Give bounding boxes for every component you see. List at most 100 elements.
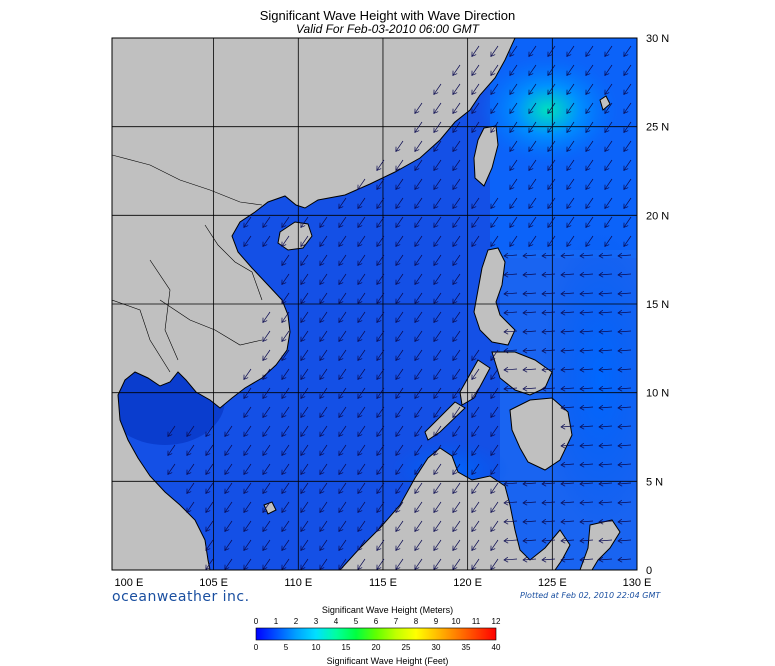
wave-arrow <box>243 425 252 437</box>
longitude-labels: 100 E 105 E 110 E 115 E 120 E 125 E 130 E <box>115 577 652 589</box>
wave-arrow <box>433 102 442 114</box>
wave-arrow <box>414 425 423 437</box>
wave-arrow <box>579 309 594 316</box>
wave-arrow <box>490 482 499 494</box>
wave-arrow <box>300 520 309 532</box>
wave-arrow <box>338 311 347 323</box>
wave-arrow <box>617 328 632 335</box>
luzon-island <box>473 247 516 346</box>
wave-arrow <box>547 83 556 95</box>
wave-arrow <box>376 273 385 285</box>
longitude-label: 115 E <box>369 577 397 589</box>
wave-arrow <box>433 235 442 247</box>
wave-arrow <box>414 216 423 228</box>
wave-arrow <box>528 83 537 95</box>
wave-arrow <box>338 425 347 437</box>
wave-arrow <box>167 425 176 437</box>
wave-arrow <box>617 556 632 563</box>
plot-frame <box>111 37 638 571</box>
wave-arrow <box>243 444 252 456</box>
wave-arrow <box>566 140 575 152</box>
wave-arrow <box>338 197 347 209</box>
wave-arrow <box>433 330 442 342</box>
wave-arrow <box>452 292 461 304</box>
wave-arrow <box>560 404 575 411</box>
wave-arrow <box>300 292 309 304</box>
wave-arrow <box>598 537 613 544</box>
wave-arrow <box>281 235 290 247</box>
wave-arrow <box>503 252 518 259</box>
wave-arrow <box>490 64 499 76</box>
wave-arrow <box>357 368 366 380</box>
wave-arrow <box>319 311 328 323</box>
wave-arrow <box>503 537 518 544</box>
colorbar-feet-tick: 35 <box>462 643 471 652</box>
wave-arrow <box>300 368 309 380</box>
wave-arrow <box>598 309 613 316</box>
wave-arrow <box>490 501 499 513</box>
wave-arrow <box>376 197 385 209</box>
wave-arrow <box>395 349 404 361</box>
wave-arrow <box>167 444 176 456</box>
wave-arrow <box>623 121 632 133</box>
wave-arrow <box>262 444 271 456</box>
wave-arrow <box>186 425 195 437</box>
wave-arrow <box>509 140 518 152</box>
wave-arrow <box>300 235 309 247</box>
wave-arrow <box>528 64 537 76</box>
wave-arrow <box>319 330 328 342</box>
graticule <box>112 38 637 570</box>
wave-arrow <box>243 558 252 570</box>
wave-arrow <box>585 159 594 171</box>
wave-arrow <box>186 501 195 513</box>
wave-arrow <box>319 425 328 437</box>
wave-arrow <box>376 558 385 570</box>
wave-arrow <box>623 140 632 152</box>
wave-arrow <box>452 444 461 456</box>
wave-arrow <box>490 45 499 57</box>
wave-arrow <box>566 102 575 114</box>
wave-arrow <box>604 197 613 209</box>
wave-arrow <box>452 216 461 228</box>
wave-arrow <box>262 558 271 570</box>
wave-arrow <box>357 482 366 494</box>
wave-arrow <box>357 273 366 285</box>
wave-arrow <box>376 406 385 418</box>
colorbar-meter-tick: 11 <box>472 617 481 626</box>
wave-arrow <box>357 463 366 475</box>
wave-arrow <box>300 330 309 342</box>
wave-arrow <box>243 463 252 475</box>
wave-arrow <box>300 216 309 228</box>
wave-arrow <box>395 159 404 171</box>
wave-arrow <box>338 330 347 342</box>
wave-arrow <box>452 463 461 475</box>
wave-arrow <box>376 349 385 361</box>
wave-arrow <box>205 501 214 513</box>
wave-arrow <box>585 45 594 57</box>
wave-arrow <box>224 501 233 513</box>
wave-arrow <box>560 328 575 335</box>
wave-arrow <box>414 349 423 361</box>
wave-arrow <box>509 121 518 133</box>
wave-arrow <box>579 290 594 297</box>
wave-arrow <box>490 368 499 380</box>
wave-arrow <box>547 159 556 171</box>
wave-arrow <box>376 292 385 304</box>
wave-arrow <box>528 102 537 114</box>
wave-arrow <box>357 216 366 228</box>
wave-arrow <box>281 406 290 418</box>
wave-arrow <box>395 273 404 285</box>
wave-arrow <box>186 463 195 475</box>
wave-arrow <box>281 501 290 513</box>
wave-arrow <box>617 347 632 354</box>
colorbar: 0 1 2 3 4 5 6 7 8 9 10 11 120 5 10 15 20 25 30 35 40 <box>254 617 501 652</box>
wave-arrow <box>490 425 499 437</box>
wave-arrow <box>243 235 252 247</box>
wave-arrow <box>357 197 366 209</box>
wave-arrow <box>357 406 366 418</box>
wave-arrow <box>300 273 309 285</box>
wave-arrow <box>452 368 461 380</box>
wave-arrow <box>414 254 423 266</box>
wave-arrow <box>528 178 537 190</box>
wave-arrow <box>395 368 404 380</box>
